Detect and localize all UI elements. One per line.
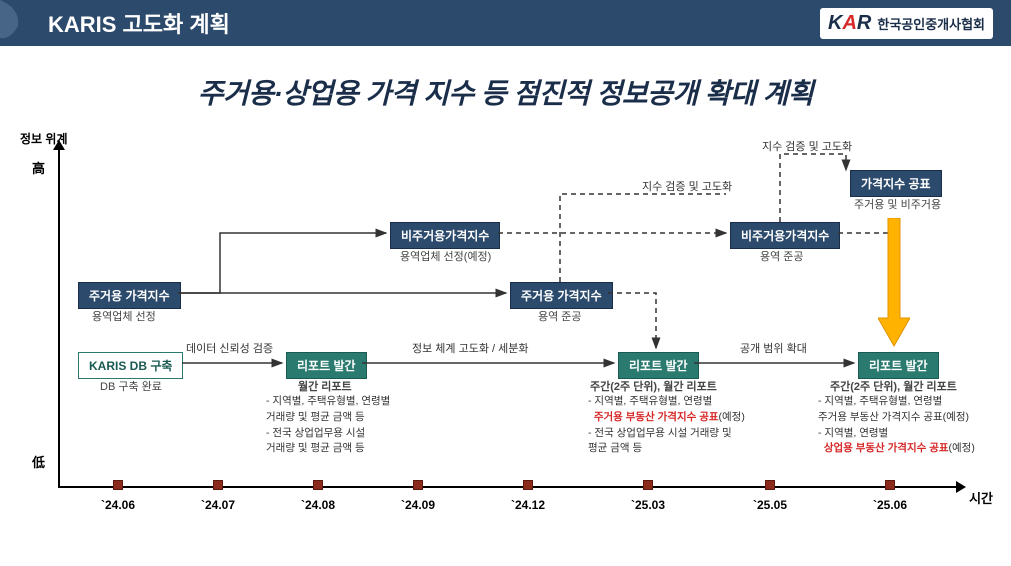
x-tick xyxy=(523,480,533,490)
logo: KAR 한국공인중개사협회 xyxy=(820,8,993,39)
y-high: 高 xyxy=(32,158,45,177)
sub-report1: 월간 리포트 xyxy=(298,378,352,394)
box-nonres1: 비주거용가격지수 xyxy=(390,222,500,249)
x-tick xyxy=(765,480,775,490)
header-title: KARIS 고도화 계획 xyxy=(48,7,230,39)
x-axis-label: 시간 xyxy=(969,488,993,507)
edge-label-5: 지수 검증 및 고도화 xyxy=(762,138,852,154)
sub-res1: 용역업체 선정 xyxy=(92,308,156,324)
box-report1: 리포트 발간 xyxy=(286,352,367,379)
edge-label-2: 정보 체계 고도화 / 세분화 xyxy=(412,340,528,356)
box-res-index2: 주거용 가격지수 xyxy=(510,282,613,309)
sub-price-pub: 주거용 및 비주거용 xyxy=(854,196,941,212)
sub-db: DB 구축 완료 xyxy=(100,378,162,394)
edge-label-3: 공개 범위 확대 xyxy=(740,340,807,356)
x-tick-label: `25.03 xyxy=(631,498,665,512)
yellow-arrow xyxy=(878,218,910,348)
box-db: KARIS DB 구축 xyxy=(78,352,183,379)
desc-report3: - 지역별, 주택유형별, 연령별 주거용 부동산 가격지수 공표(예정) - … xyxy=(818,394,975,457)
box-report3: 리포트 발간 xyxy=(858,352,939,379)
sub-res2: 용역 준공 xyxy=(538,308,582,324)
sub-report3: 주간(2주 단위), 월간 리포트 xyxy=(830,378,957,394)
x-tick-label: `25.05 xyxy=(753,498,787,512)
box-report2: 리포트 발간 xyxy=(618,352,699,379)
sub-nonres2: 용역 준공 xyxy=(760,248,804,264)
header-decor xyxy=(0,0,40,46)
desc-report2: - 지역별, 주택유형별, 연령별 주거용 부동산 가격지수 공표(예정) - … xyxy=(588,394,745,457)
box-price-pub: 가격지수 공표 xyxy=(850,170,942,197)
x-tick-label: `24.07 xyxy=(201,498,235,512)
edge-label-4: 지수 검증 및 고도화 xyxy=(642,178,732,194)
y-low: 低 xyxy=(32,452,45,471)
chart-area: 정보 위계 高 低 시간 `24.06`24.07`24.08`24.09`24… xyxy=(0,130,1011,560)
sub-report2: 주간(2주 단위), 월간 리포트 xyxy=(590,378,717,394)
y-axis xyxy=(58,148,60,488)
x-tick xyxy=(113,480,123,490)
box-nonres2: 비주거용가격지수 xyxy=(730,222,840,249)
x-tick xyxy=(643,480,653,490)
x-axis xyxy=(58,486,958,488)
box-res-index1: 주거용 가격지수 xyxy=(78,282,181,309)
x-tick-label: `24.06 xyxy=(101,498,135,512)
x-tick-label: `25.06 xyxy=(873,498,907,512)
x-tick xyxy=(885,480,895,490)
x-axis-arrow xyxy=(956,481,966,493)
x-tick-label: `24.09 xyxy=(401,498,435,512)
x-tick xyxy=(313,480,323,490)
desc-report1: - 지역별, 주택유형별, 연령별 거래량 및 평균 금액 등 - 전국 상업업… xyxy=(266,394,390,457)
x-tick-label: `24.12 xyxy=(511,498,545,512)
logo-mark: KAR xyxy=(828,12,871,35)
y-axis-arrow xyxy=(53,140,65,150)
sub-nonres1: 용역업체 선정(예정) xyxy=(400,248,491,264)
x-tick-label: `24.08 xyxy=(301,498,335,512)
main-title: 주거용·상업용 가격 지수 등 점진적 정보공개 확대 계획 xyxy=(0,72,1011,112)
x-tick xyxy=(213,480,223,490)
logo-text: 한국공인중개사협회 xyxy=(877,14,985,33)
header-bar: KARIS 고도화 계획 KAR 한국공인중개사협회 xyxy=(0,0,1011,46)
x-tick xyxy=(413,480,423,490)
edge-label-1: 데이터 신뢰성 검증 xyxy=(186,340,273,356)
